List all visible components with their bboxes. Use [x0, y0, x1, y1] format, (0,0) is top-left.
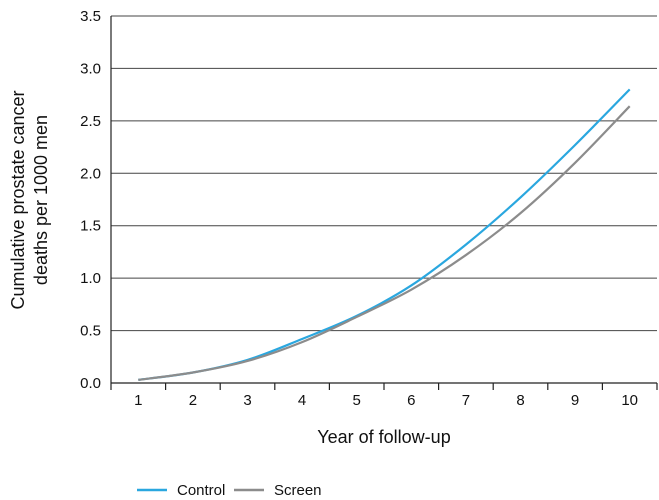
x-tick-label-8: 8 — [516, 392, 524, 409]
y-tick-label-2: 1.0 — [80, 270, 101, 287]
y-tick-label-7: 3.5 — [80, 8, 101, 25]
x-tick-label-10: 10 — [621, 392, 638, 409]
x-tick-label-2: 2 — [189, 392, 197, 409]
y-tick-label-4: 2.0 — [80, 165, 101, 182]
y-axis-label-line-2: deaths per 1000 men — [31, 115, 51, 285]
x-tick-labels: 1 2 3 4 5 6 7 8 9 10 — [134, 392, 638, 409]
x-tick-label-7: 7 — [462, 392, 470, 409]
series-line-screen — [138, 105, 631, 381]
x-tick-label-1: 1 — [134, 392, 142, 409]
y-tick-label-5: 2.5 — [80, 113, 101, 130]
x-tick-label-9: 9 — [571, 392, 579, 409]
y-tick-label-0: 0.0 — [80, 375, 101, 392]
legend-label-screen: Screen — [274, 482, 322, 499]
x-axis-label: Year of follow-up — [317, 427, 450, 447]
series-lines — [138, 88, 631, 381]
y-axis-label-line-1: Cumulative prostate cancer — [8, 90, 28, 309]
axes — [110, 16, 658, 390]
legend-label-control: Control — [177, 482, 225, 499]
x-tick-label-4: 4 — [298, 392, 306, 409]
x-tick-label-5: 5 — [353, 392, 361, 409]
y-tick-labels: 0.0 0.5 1.0 1.5 2.0 2.5 3.0 3.5 — [80, 8, 101, 392]
y-tick-label-1: 0.5 — [80, 323, 101, 340]
legend: Control Screen — [137, 482, 322, 499]
y-tick-label-6: 3.0 — [80, 60, 101, 77]
series-line-control — [138, 88, 631, 381]
x-tick-label-3: 3 — [243, 392, 251, 409]
y-tick-label-3: 1.5 — [80, 218, 101, 235]
gridlines — [111, 15, 657, 332]
x-tick-label-6: 6 — [407, 392, 415, 409]
